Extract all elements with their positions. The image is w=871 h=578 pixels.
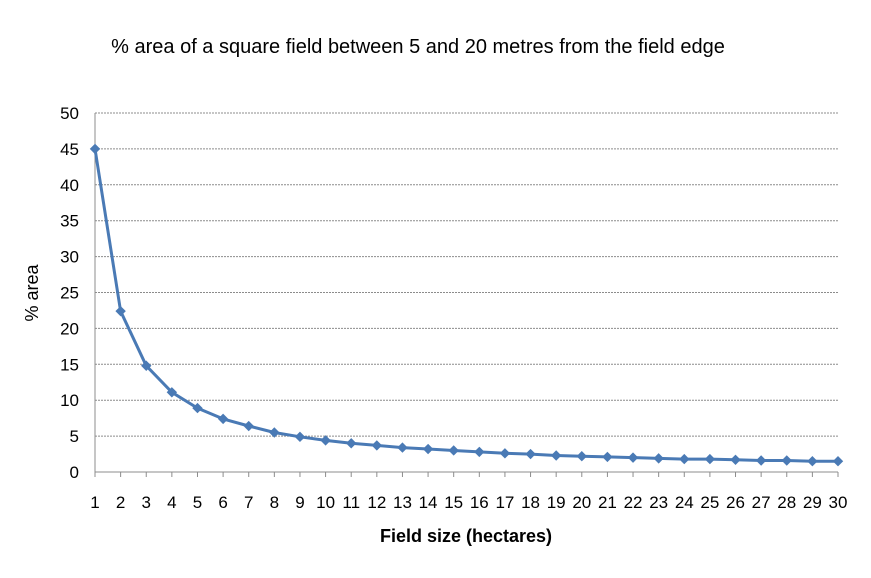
data-point (166, 387, 178, 398)
x-tick-label: 12 (367, 493, 386, 512)
data-point (397, 442, 408, 453)
x-tick-label: 5 (193, 493, 202, 512)
data-point (781, 455, 792, 466)
y-tick-label: 45 (60, 140, 79, 159)
data-point (141, 360, 152, 371)
data-point (730, 454, 741, 466)
data-point (550, 450, 562, 461)
data-point (320, 435, 331, 446)
x-tick-label: 23 (649, 493, 668, 512)
axes (94, 113, 839, 477)
x-tick-label: 29 (803, 493, 822, 512)
y-tick-label: 10 (60, 391, 79, 410)
x-tick-label: 10 (316, 493, 335, 512)
x-tick-label: 17 (495, 493, 514, 512)
x-tick-label: 27 (752, 493, 771, 512)
y-tick-label: 15 (60, 355, 79, 374)
x-tick-label: 18 (521, 493, 540, 512)
data-point (474, 446, 485, 458)
x-tick-label: 2 (116, 493, 125, 512)
data-point (627, 452, 639, 463)
x-tick-label: 13 (393, 493, 412, 512)
x-tick-label: 26 (726, 493, 745, 512)
data-point (807, 456, 818, 467)
data-point (269, 427, 280, 438)
x-tick-label: 21 (598, 493, 617, 512)
data-point (576, 450, 588, 462)
y-tick-label: 40 (60, 176, 79, 195)
data-point (89, 143, 101, 155)
x-tick-label: 28 (777, 493, 796, 512)
chart-title: % area of a square field between 5 and 2… (111, 36, 725, 58)
series-line (93, 148, 838, 463)
data-point (525, 448, 536, 460)
data-point (832, 456, 844, 467)
y-tick-label: 30 (60, 248, 79, 267)
x-tick-label: 20 (572, 493, 591, 512)
data-point (217, 413, 229, 425)
y-tick-label: 35 (60, 212, 79, 231)
data-point (602, 451, 613, 463)
data-point (243, 420, 254, 432)
y-axis-label: % area (22, 264, 42, 322)
x-tick-label: 4 (167, 493, 176, 512)
y-tick-labels: 0 5 10 15 20 25 30 35 40 45 50 (60, 104, 79, 482)
x-tick-label: 8 (270, 493, 279, 512)
data-point (294, 431, 306, 443)
y-tick-label: 20 (60, 319, 79, 338)
x-tick-label: 15 (444, 493, 463, 512)
y-tick-label: 50 (60, 104, 79, 123)
y-tick-label: 25 (60, 284, 79, 303)
series (89, 143, 844, 467)
x-axis-label: Field size (hectares) (380, 526, 552, 546)
data-point (115, 305, 126, 317)
x-tick-label: 3 (142, 493, 151, 512)
data-point (371, 440, 383, 451)
x-tick-label: 16 (470, 493, 489, 512)
x-tick-label: 24 (675, 493, 694, 512)
x-tick-label: 22 (624, 493, 643, 512)
data-point (679, 453, 690, 465)
x-tick-label: 25 (700, 493, 719, 512)
x-tick-label: 6 (218, 493, 227, 512)
data-point (755, 455, 767, 466)
data-point (448, 445, 459, 456)
x-tick-label: 11 (342, 493, 360, 512)
data-point (345, 438, 357, 449)
data-point (422, 443, 434, 455)
x-tick-label: 14 (419, 493, 438, 512)
y-tick-label: 5 (70, 427, 79, 446)
x-tick-label: 7 (244, 493, 253, 512)
data-point (192, 402, 203, 414)
x-tick-labels: 1 2 3 4 5 6 7 8 9 10 11 12 13 14 15 16 17 18 19 20 21 22 23 24 2… (90, 493, 847, 512)
y-tick-label: 0 (70, 463, 79, 482)
data-point (499, 448, 511, 459)
x-tick-label: 19 (547, 493, 566, 512)
gridlines (95, 112, 838, 437)
data-point (653, 453, 664, 464)
x-tick-label: 9 (295, 493, 304, 512)
data-point (704, 453, 716, 465)
x-tick-label: 30 (829, 493, 848, 512)
x-tick-label: 1 (90, 493, 99, 512)
